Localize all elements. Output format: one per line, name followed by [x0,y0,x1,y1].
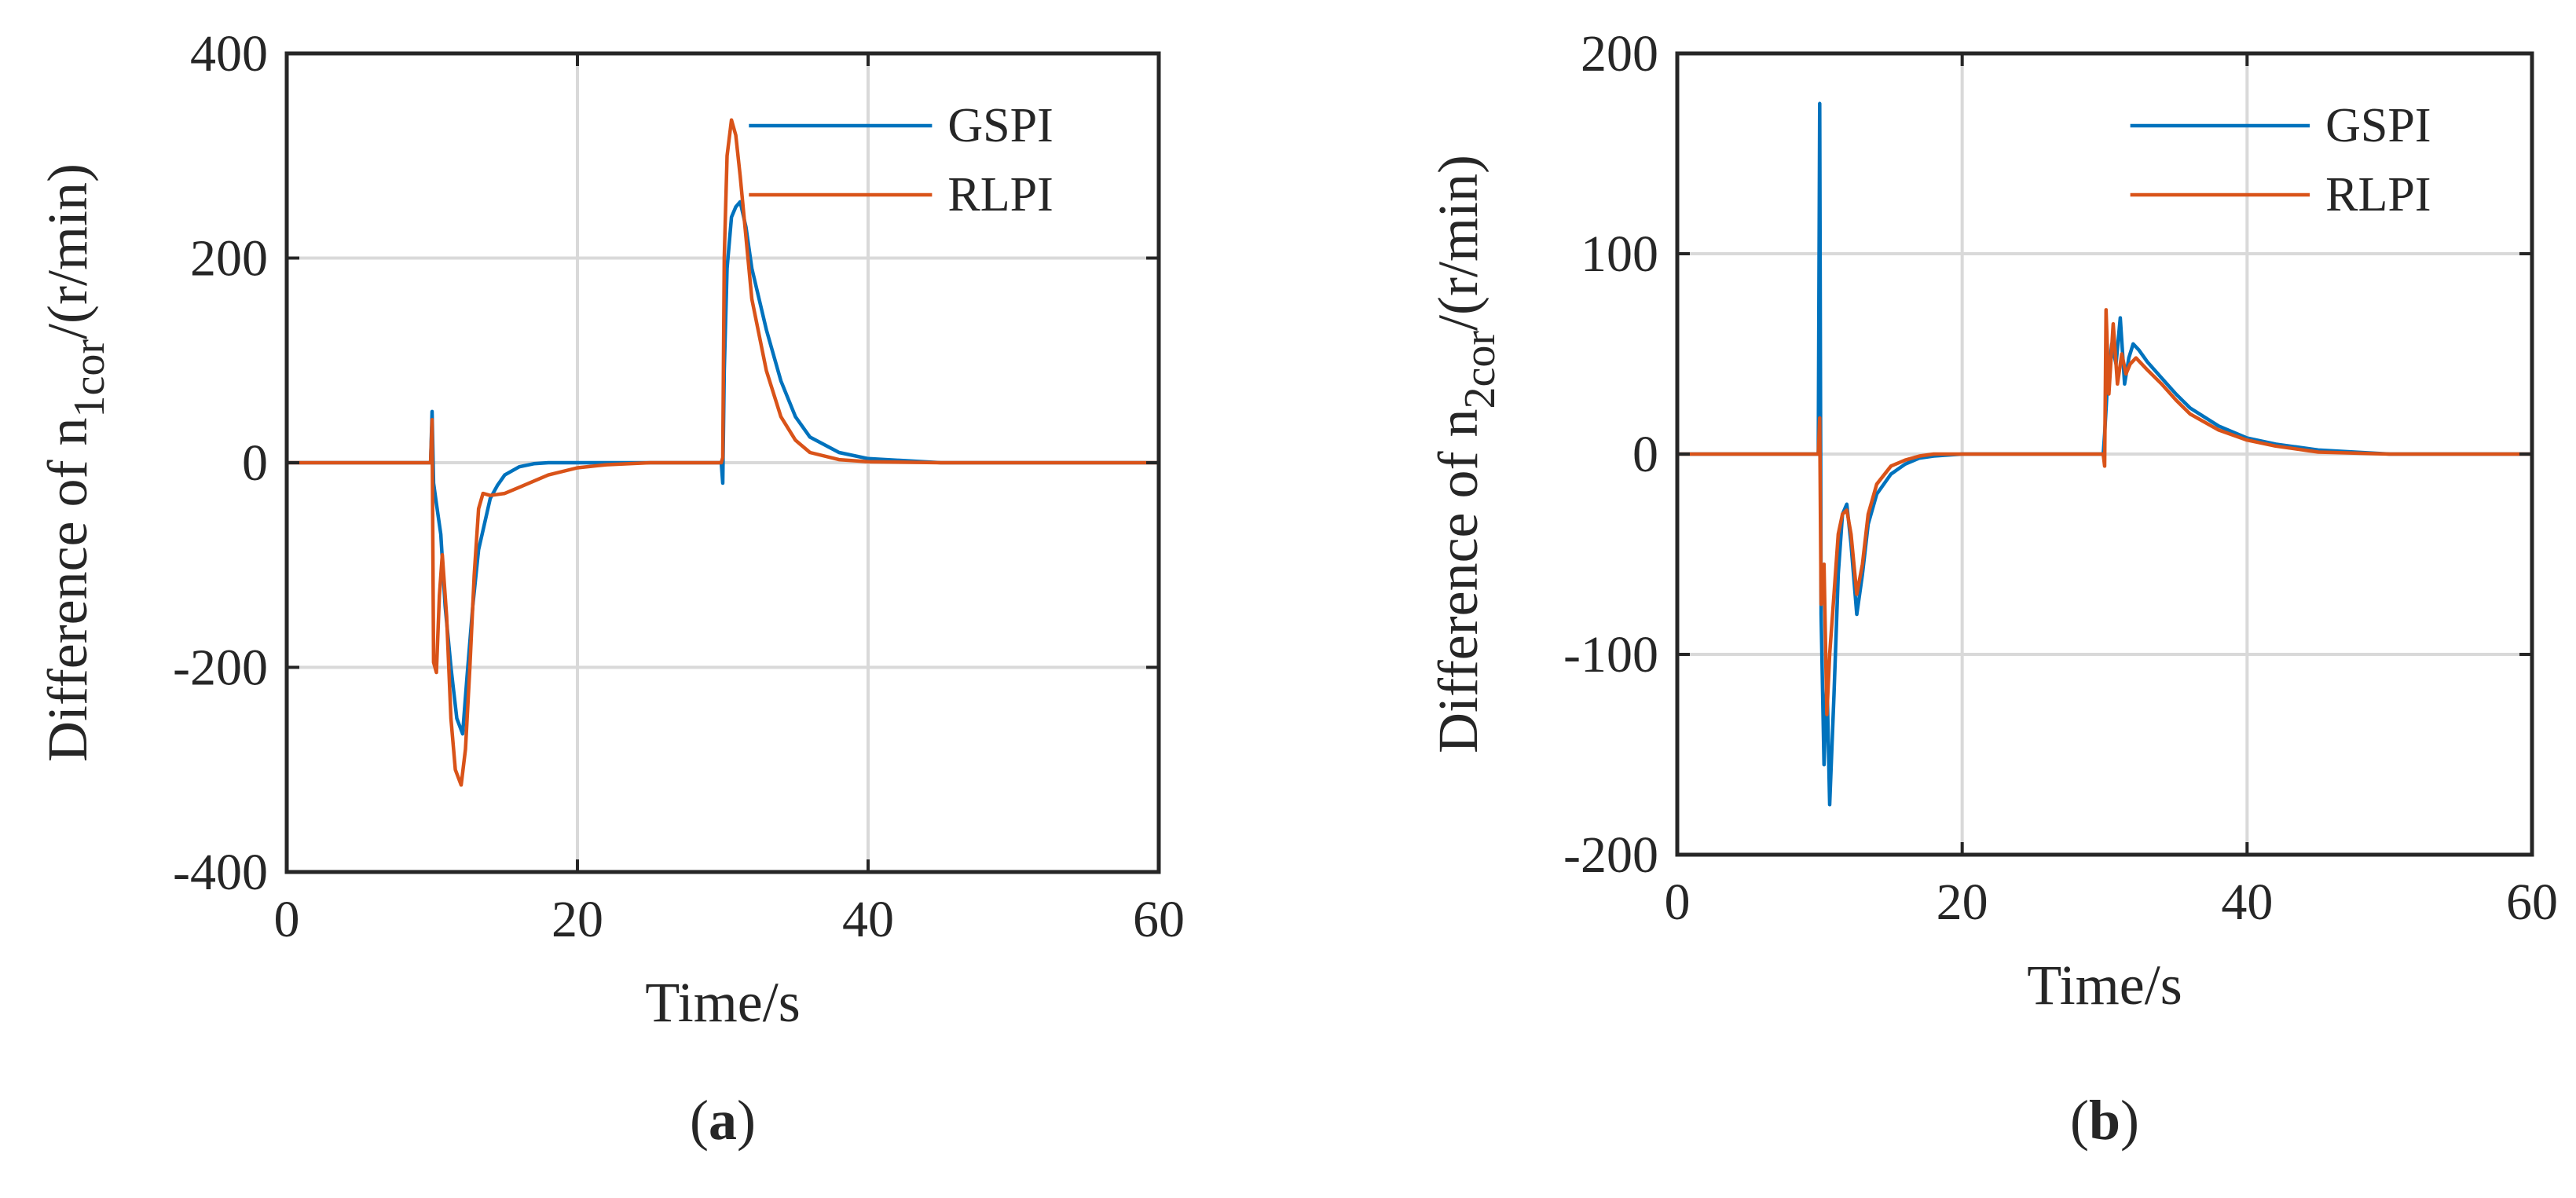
y-tick-label-b-3: 100 [1581,225,1658,283]
legend-b: GSPI RLPI [2130,99,2431,222]
y-tick-label-b-1: -100 [1563,626,1658,683]
panel-label-a: (a) [690,1089,756,1152]
panel-label-b-close: ) [2120,1089,2139,1152]
panel-label-a-open: ( [690,1089,709,1152]
tick-marks-b [1676,52,2534,856]
y-tick-label-a-0: -400 [173,844,268,901]
y-tick-label-b-0: -200 [1563,826,1658,884]
panel-label-b-open: ( [2070,1089,2089,1152]
x-tick-label-a-2: 40 [842,891,894,948]
x-tick-label-b-0: 0 [1665,874,1691,931]
y-tick-label-a-4: 400 [190,25,268,82]
tick-labels-a: 0 20 40 60 -400 -200 0 200 400 [173,25,1185,948]
series-line-a-rlpi [284,118,1161,787]
y-axis-label-suffix-b: /(r/min) [1427,155,1490,331]
legend-label-a-gspi: GSPI [947,99,1053,152]
panel-label-a-close: ) [737,1089,756,1152]
y-tick-label-a-3: 200 [190,230,268,288]
panel-a: 0 20 40 60 -400 -200 0 200 400 GSPI RLPI Time/s D… [36,25,1185,1152]
series-lines-b [1675,101,2534,807]
y-axis-label-prefix-b: Difference of n [1427,409,1490,753]
series-line-b-rlpi [1675,308,2534,716]
panel-b: 0 20 40 60 -200 -100 0 100 200 GSPI RLPI Time/s D… [1427,25,2558,1152]
x-tick-label-a-0: 0 [274,891,300,948]
legend-a: GSPI RLPI [749,99,1053,222]
panel-label-b: (b) [2070,1089,2139,1152]
y-tick-label-a-2: 0 [242,434,268,492]
y-axis-label-prefix-a: Difference of n [36,418,99,762]
tick-labels-b: 0 20 40 60 -200 -100 0 100 200 [1563,25,2558,931]
x-tick-label-b-3: 60 [2506,874,2558,931]
y-axis-label-subscript-b: 2cor [1456,331,1504,409]
y-axis-label-b: Difference of n2cor/(r/min) [1427,155,1504,753]
y-tick-label-a-1: -200 [173,639,268,697]
x-tick-label-b-1: 20 [1937,874,1988,931]
x-tick-label-a-3: 60 [1133,891,1185,948]
x-tick-label-b-2: 40 [2221,874,2273,931]
legend-label-b-gspi: GSPI [2325,99,2431,152]
x-axis-label-b: Time/s [2027,954,2182,1017]
panel-label-b-letter: b [2089,1089,2120,1152]
x-axis-label-a: Time/s [645,971,800,1034]
series-lines-a [284,118,1161,787]
panel-label-a-letter: a [709,1089,737,1152]
legend-label-b-rlpi: RLPI [2325,168,2431,222]
y-tick-label-b-4: 200 [1581,25,1658,82]
y-axis-label-subscript-a: 1cor [65,339,114,418]
y-axis-label-a: Difference of n1cor/(r/min) [36,163,114,762]
y-axis-label-suffix-a: /(r/min) [36,163,99,339]
x-tick-label-a-1: 20 [551,891,603,948]
tick-marks-a [285,52,1160,874]
legend-label-a-rlpi: RLPI [947,168,1053,222]
y-tick-label-b-2: 0 [1632,426,1658,483]
